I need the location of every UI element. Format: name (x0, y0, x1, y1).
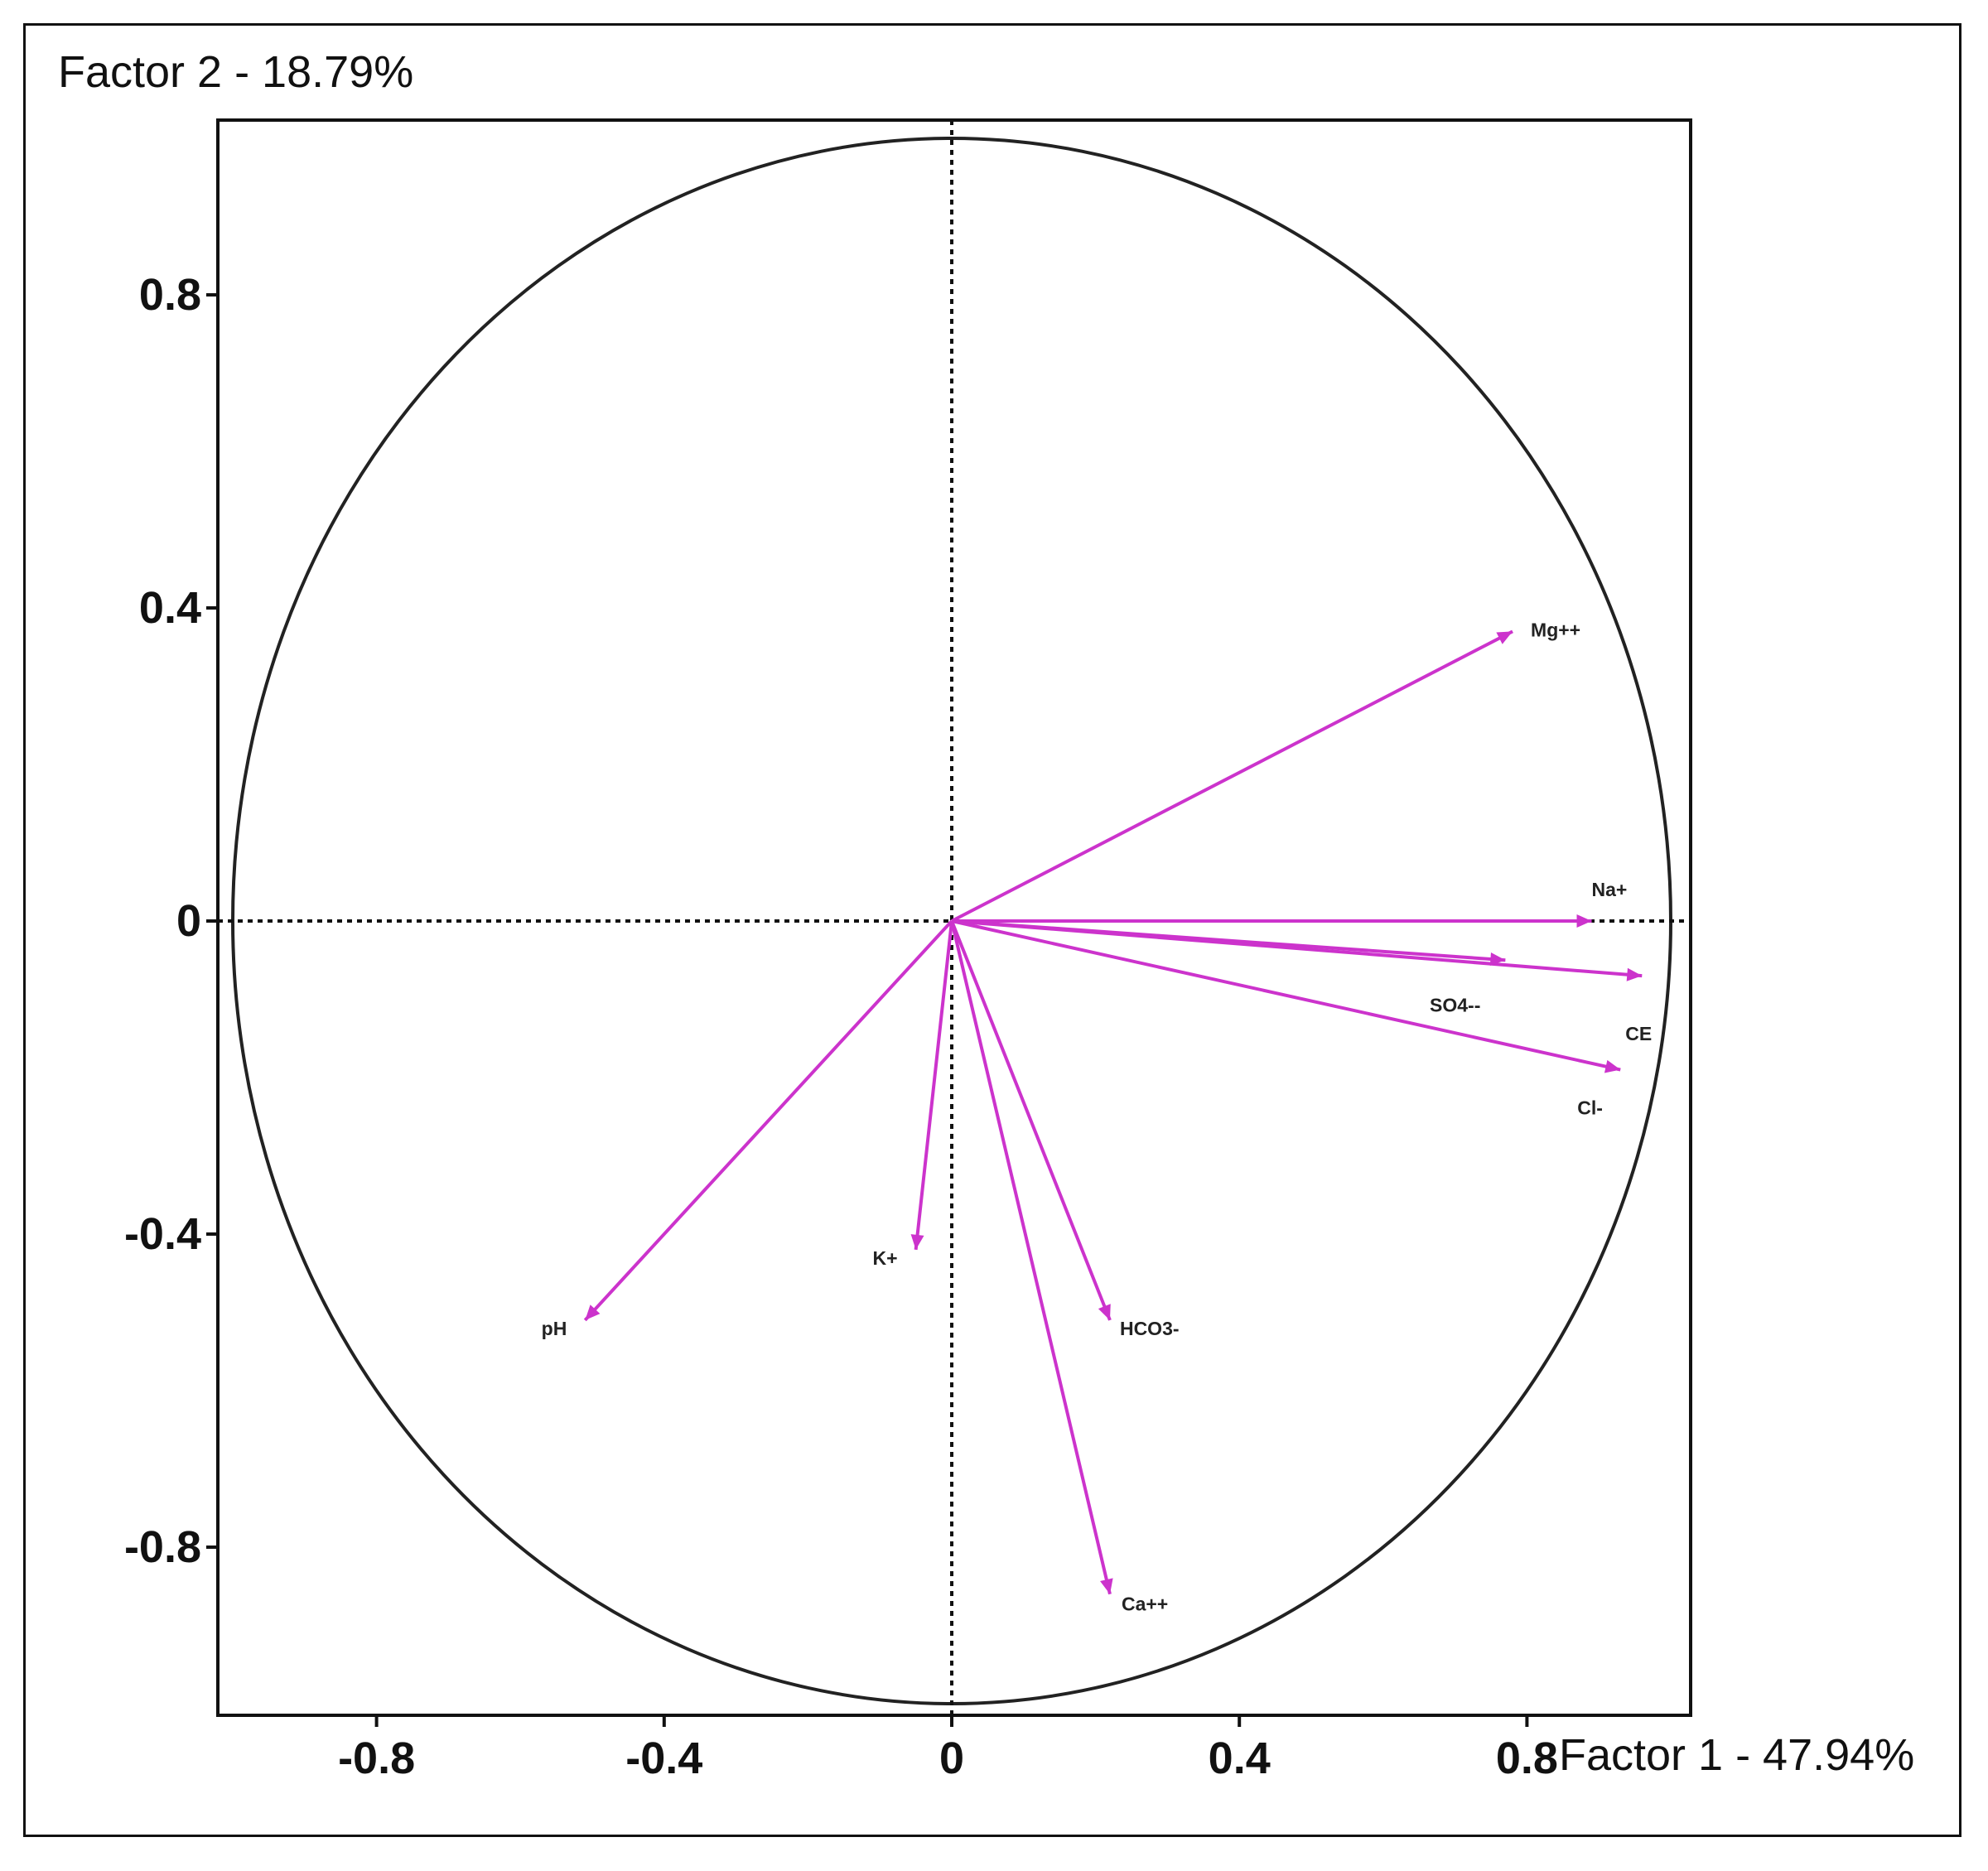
x-tick-label: 0.8 (1496, 1734, 1558, 1783)
vector-arrowhead (1604, 1059, 1621, 1073)
vector-arrowhead (1496, 631, 1513, 644)
vector-arrowhead (1100, 1578, 1113, 1594)
vector-label: Cl- (1577, 1097, 1603, 1119)
vector-label: pH (542, 1318, 567, 1339)
vector-arrowhead (1576, 914, 1592, 928)
x-tick-label: 0.4 (1209, 1734, 1271, 1783)
plot-area: -0.8 -0.4 0 0.4 0.8 0.8 0.4 0 -0.4 -0.8 Mg++ Na+ SO4… (124, 118, 1692, 1783)
plot-border (216, 118, 1692, 1717)
vector-label: HCO3- (1120, 1318, 1180, 1339)
figure-frame (23, 23, 1961, 1837)
vector-line (583, 919, 953, 1322)
vector-line (950, 920, 1112, 1321)
vector-line (951, 919, 1621, 1072)
vector-label: Ca++ (1122, 1594, 1168, 1615)
y-tick-label: -0.4 (124, 1209, 201, 1259)
vector-label: Mg++ (1531, 619, 1580, 640)
vector-label: Na+ (1592, 879, 1628, 900)
y-tick-label: 0 (176, 896, 201, 946)
vector-arrowhead (1626, 967, 1643, 981)
y-tick-label: 0.8 (139, 270, 201, 320)
vector-label: CE (1625, 1023, 1652, 1044)
x-tick-label: -0.4 (625, 1734, 702, 1783)
x-tick-label: -0.8 (338, 1734, 415, 1783)
vector-line (950, 920, 1112, 1595)
vector-label: SO4-- (1430, 994, 1480, 1015)
y-axis-title: Factor 2 - 18.79% (58, 47, 413, 97)
vector-label: K+ (873, 1247, 898, 1269)
vector-arrowhead (585, 1304, 601, 1320)
vector-line (951, 629, 1513, 923)
y-tick-label: 0.4 (139, 583, 201, 633)
vector-line (914, 920, 953, 1251)
vector-line (951, 919, 1643, 978)
vector-arrowhead (1098, 1304, 1111, 1320)
y-tick-label: -0.8 (124, 1522, 201, 1572)
x-axis-title: Factor 1 - 47.94% (1559, 1730, 1914, 1780)
x-tick-label: 0 (939, 1734, 964, 1783)
vector-arrowhead (910, 1234, 924, 1250)
